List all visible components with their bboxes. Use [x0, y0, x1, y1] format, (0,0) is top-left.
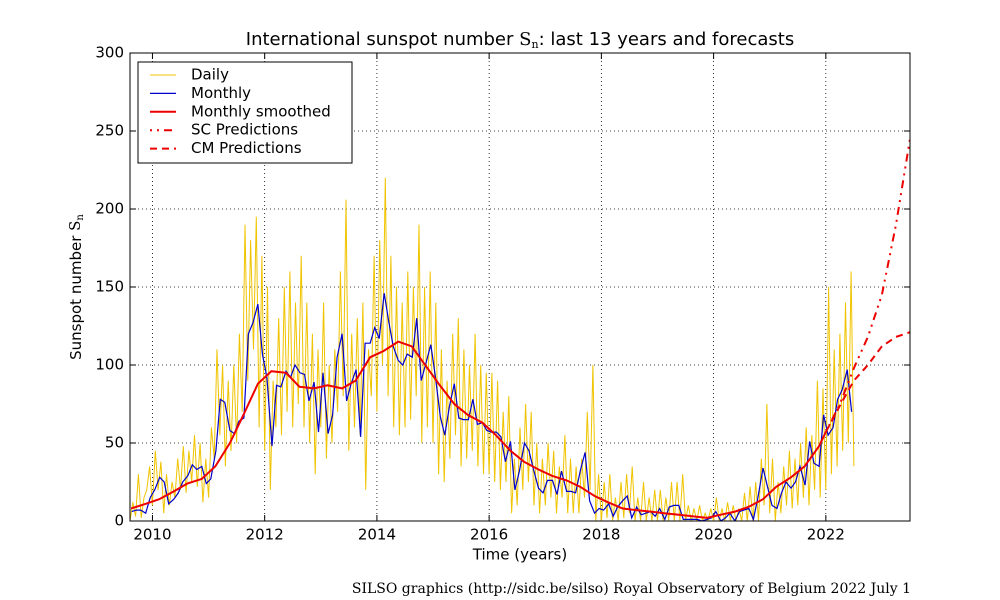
title-symbol: S [519, 29, 531, 50]
y-tick-label: 50 [105, 434, 124, 452]
x-tick-label: 2018 [582, 526, 620, 544]
legend-label: Monthly smoothed [191, 102, 331, 120]
x-tick-label: 2014 [358, 526, 396, 544]
series-line [130, 340, 827, 519]
ylabel-sub: n [75, 214, 86, 221]
title-sub: n [532, 38, 539, 51]
y-tick-label: 150 [95, 278, 124, 296]
title-text: International sunspot number [246, 29, 514, 50]
y-tick-label: 300 [95, 44, 124, 62]
title-rest: : last 13 years and forecasts [539, 29, 795, 50]
footer: SILSO graphics (http://sidc.be/silso) Ro… [352, 581, 911, 597]
legend-label: Daily [191, 66, 229, 84]
x-tick-label: 2020 [695, 526, 733, 544]
series-line [824, 331, 910, 433]
x-axis-label: Time (years) [472, 546, 567, 564]
x-tick-label: 2012 [246, 526, 284, 544]
chart-title: International sunspot number Sn: last 13… [246, 29, 794, 51]
y-tick-label: 200 [95, 200, 124, 218]
series-line [131, 293, 853, 521]
legend-label: SC Predictions [191, 121, 298, 139]
legend-label: CM Predictions [191, 139, 302, 157]
series-line [130, 177, 855, 521]
y-tick-label: 100 [95, 356, 124, 374]
x-tick-label: 2022 [807, 526, 845, 544]
y-tick-label: 0 [114, 512, 124, 530]
legend-label: Monthly [191, 84, 251, 102]
plot-frame [129, 52, 911, 522]
ylabel-text: Sunspot number [67, 235, 85, 360]
x-tick-label: 2016 [470, 526, 508, 544]
y-axis-label: Sunspot number Sn [66, 214, 86, 360]
ylabel-symbol: S [66, 221, 84, 231]
x-tick-label: 2010 [133, 526, 171, 544]
y-tick-label: 250 [95, 122, 124, 140]
